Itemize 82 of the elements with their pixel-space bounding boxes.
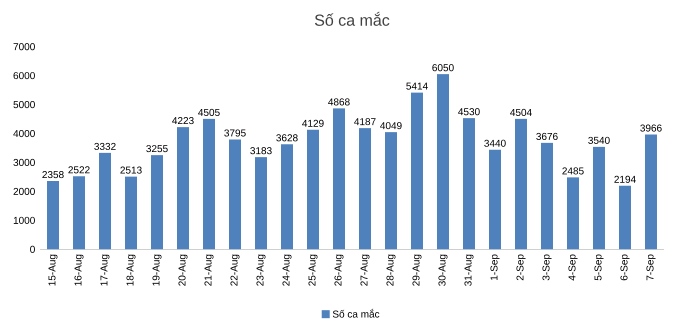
data-label: 4129	[302, 120, 324, 127]
x-tick-label: 18-Aug	[126, 254, 136, 286]
bar	[203, 118, 216, 250]
bar	[514, 118, 527, 250]
data-label: 3676	[536, 132, 558, 140]
data-label: 4505	[198, 108, 220, 116]
x-tick-label: 3-Sep	[542, 254, 552, 280]
bar	[125, 176, 138, 250]
x-tick-label: 17-Aug	[100, 254, 110, 286]
data-label: 4223	[172, 117, 194, 124]
y-tick-label: 1000	[14, 216, 35, 224]
data-label: 2194	[614, 176, 636, 183]
bar	[73, 176, 86, 250]
bar	[566, 177, 579, 250]
data-label: 2358	[42, 171, 64, 178]
x-tick-label: 28-Aug	[386, 254, 396, 286]
data-label: 4187	[354, 118, 376, 126]
x-tick-label: 7-Sep	[646, 254, 656, 280]
x-tick-label: 2-Sep	[516, 254, 526, 280]
x-tick-label: 6-Sep	[620, 254, 630, 280]
data-label: 3440	[484, 140, 506, 147]
x-tick-label: 29-Aug	[412, 254, 422, 286]
x-tick-label: 4-Sep	[568, 254, 578, 280]
x-tick-label: 19-Aug	[152, 254, 162, 286]
data-label: 3540	[588, 136, 610, 144]
data-label: 6050	[432, 64, 454, 72]
data-label: 5414	[406, 82, 428, 90]
data-label: 2485	[562, 167, 584, 174]
x-tick-label: 22-Aug	[230, 254, 240, 286]
bar	[540, 142, 553, 250]
data-label: 3628	[276, 134, 298, 142]
x-tick-label: 1-Sep	[490, 254, 500, 280]
bar	[592, 146, 605, 250]
x-tick-label: 24-Aug	[282, 254, 292, 286]
bar	[307, 130, 319, 250]
x-tick-label: 31-Aug	[464, 254, 474, 286]
data-label: 3332	[94, 142, 116, 150]
data-label: 3255	[146, 145, 168, 152]
y-tick-label: 4000	[13, 130, 35, 138]
data-label: 4504	[510, 108, 532, 116]
x-tick-label: 25-Aug	[308, 254, 318, 286]
bar	[255, 157, 268, 250]
data-label: 2522	[68, 166, 90, 174]
x-tick-label: 21-Aug	[204, 254, 214, 286]
x-tick-label: 16-Aug	[74, 254, 84, 286]
y-tick-label: 5000	[13, 101, 35, 108]
bar	[411, 92, 423, 250]
bar	[488, 150, 501, 250]
bar	[462, 118, 475, 250]
bar	[229, 139, 242, 250]
y-tick-label: 2000	[14, 188, 35, 195]
data-label: 3966	[640, 124, 662, 132]
chart-title: Số ca mắc	[314, 12, 390, 26]
x-tick-label: 5-Sep	[594, 254, 604, 280]
bar	[385, 132, 397, 250]
x-tick-label: 27-Aug	[360, 254, 370, 286]
x-tick-label: 26-Aug	[334, 254, 344, 286]
data-label: 4049	[380, 122, 402, 130]
y-tick-label: 7000	[14, 43, 35, 50]
bar	[618, 186, 631, 250]
data-label: 4868	[328, 98, 350, 106]
bar	[177, 127, 190, 250]
x-tick-label: 15-Aug	[48, 254, 58, 286]
bar	[151, 155, 164, 250]
bar	[333, 108, 345, 250]
y-tick-label: 0	[30, 246, 35, 253]
data-label: 2513	[120, 166, 142, 174]
bar	[359, 128, 371, 250]
legend-label: Số ca mắc	[332, 308, 380, 318]
bar	[47, 181, 60, 250]
bar	[436, 74, 449, 250]
bar	[644, 134, 657, 250]
data-label: 3183	[250, 147, 272, 154]
x-tick-label: 20-Aug	[178, 254, 188, 286]
x-tick-label: 23-Aug	[256, 254, 266, 286]
y-tick-label: 3000	[13, 158, 35, 166]
data-label: 3795	[224, 129, 246, 137]
y-tick-label: 6000	[14, 72, 35, 80]
x-tick-label: 30-Aug	[438, 254, 448, 286]
data-label: 4530	[458, 108, 480, 116]
bar	[99, 152, 112, 250]
bar	[281, 144, 293, 250]
